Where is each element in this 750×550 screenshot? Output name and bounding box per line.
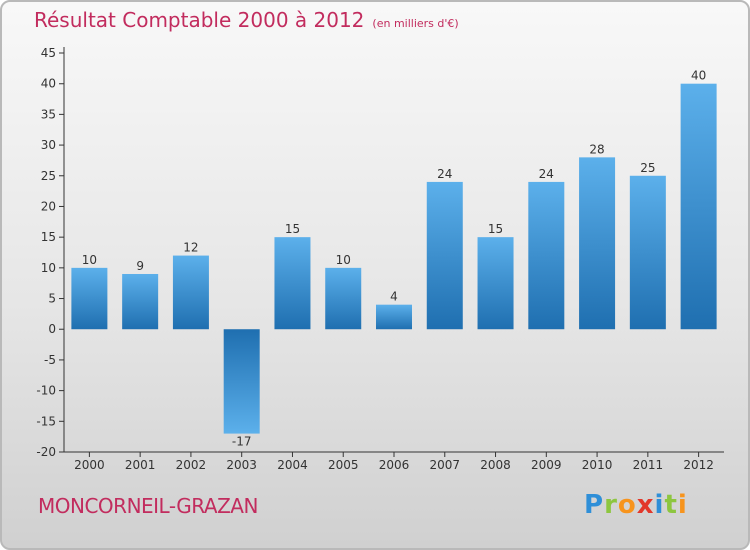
bar [477,237,514,330]
x-tick-label: 2001 [125,458,156,472]
data-label: 28 [589,142,604,156]
y-tick-label: 40 [41,77,56,91]
data-label: 15 [488,222,503,236]
chart-title: Résultat Comptable 2000 à 2012 (en millie… [34,8,459,32]
bar [71,267,108,330]
x-tick-label: 2004 [277,458,308,472]
x-tick-label: 2002 [176,458,207,472]
data-label: -17 [232,435,252,449]
chart-title-text: Résultat Comptable 2000 à 2012 [34,8,365,32]
data-label: 25 [640,161,655,175]
x-tick-label: 2007 [429,458,460,472]
data-label: 4 [390,290,398,304]
logo-letter: t [664,490,678,520]
bar [579,157,616,330]
data-label: 10 [82,253,97,267]
bar [528,181,565,330]
x-tick-label: 2006 [379,458,410,472]
data-label: 9 [136,259,144,273]
y-tick-label: 45 [41,46,56,60]
x-tick-label: 2000 [74,458,105,472]
bar [122,273,159,330]
bar [376,304,412,330]
y-tick-label: 10 [41,261,56,275]
proxiti-logo: Proxiti [584,490,688,520]
data-label: 10 [336,253,351,267]
logo-letter: x [636,490,655,520]
logo-letter: i [677,490,688,520]
x-tick-label: 2011 [633,458,664,472]
bar [426,181,463,330]
y-tick-label: 30 [41,138,56,152]
y-tick-label: 5 [48,292,56,306]
data-label: 24 [539,167,554,181]
bar [629,175,666,330]
logo-letter: P [584,490,605,520]
data-label: 40 [691,69,706,83]
x-tick-label: 2008 [480,458,511,472]
x-tick-label: 2003 [226,458,257,472]
y-tick-label: 0 [48,322,56,336]
bar [172,255,209,330]
logo-letter: i [654,490,665,520]
logo-letter: o [617,490,637,520]
data-label: 15 [285,222,300,236]
bar [274,237,311,330]
y-tick-label: 35 [41,107,56,121]
chart-subtitle: (en milliers d'€) [372,17,459,30]
x-tick-label: 2010 [582,458,613,472]
x-tick-label: 2009 [531,458,562,472]
commune-name: MONCORNEIL-GRAZAN [38,494,258,518]
y-tick-label: -5 [44,353,56,367]
x-tick-label: 2012 [683,458,714,472]
y-tick-label: -10 [36,384,56,398]
y-tick-label: -20 [36,445,56,459]
bar [680,83,717,330]
y-tick-label: -15 [36,414,56,428]
bar [223,329,260,434]
y-tick-label: 15 [41,230,56,244]
y-tick-label: 20 [41,199,56,213]
data-label: 24 [437,167,452,181]
data-label: 12 [183,241,198,255]
logo-letter: r [604,490,618,520]
y-tick-label: 25 [41,169,56,183]
bar [325,267,362,330]
x-tick-label: 2005 [328,458,359,472]
